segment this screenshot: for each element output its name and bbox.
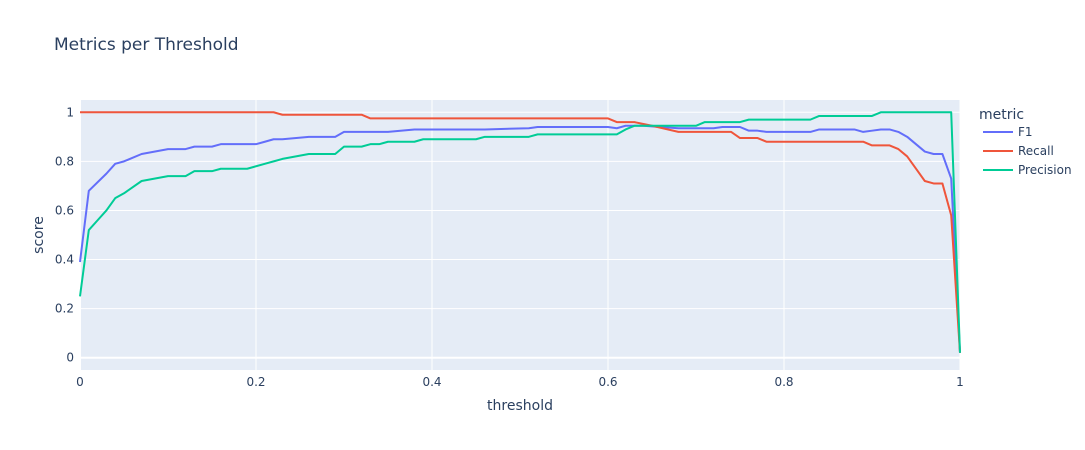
x-tick-label: 0.4 [422, 375, 441, 389]
legend: metric F1 Recall Precision [979, 107, 1072, 177]
y-axis-title: score [31, 216, 47, 254]
chart-title: Metrics per Threshold [54, 35, 239, 55]
tick-labels: 0 0.2 0.4 0.6 0.8 1 0 0.2 0.4 0.6 0.8 1 [55, 105, 964, 389]
legend-item-f1[interactable]: F1 [983, 125, 1033, 139]
legend-label: Recall [1018, 144, 1054, 158]
y-tick-label: 0.4 [55, 253, 74, 267]
legend-label: Precision [1018, 163, 1072, 177]
series-line-recall [80, 111, 961, 353]
legend-label: F1 [1018, 125, 1033, 139]
x-tick-label: 1 [956, 375, 964, 389]
series-lines [79, 111, 961, 353]
x-tick-label: 0.8 [774, 375, 793, 389]
x-tick-label: 0 [76, 375, 84, 389]
plot-background [80, 100, 960, 370]
y-tick-label: 1 [66, 105, 74, 119]
legend-title: metric [979, 107, 1024, 123]
x-tick-label: 0.2 [246, 375, 265, 389]
y-tick-label: 0.8 [55, 154, 74, 168]
y-tick-label: 0 [66, 351, 74, 365]
legend-item-recall[interactable]: Recall [983, 144, 1054, 158]
y-tick-label: 0.2 [55, 302, 74, 316]
x-axis-title: threshold [487, 398, 553, 414]
x-tick-label: 0.6 [598, 375, 617, 389]
series-line-precision [79, 111, 961, 353]
y-tick-label: 0.6 [55, 203, 74, 217]
series-line-f1 [79, 124, 961, 353]
legend-item-precision[interactable]: Precision [983, 163, 1072, 177]
